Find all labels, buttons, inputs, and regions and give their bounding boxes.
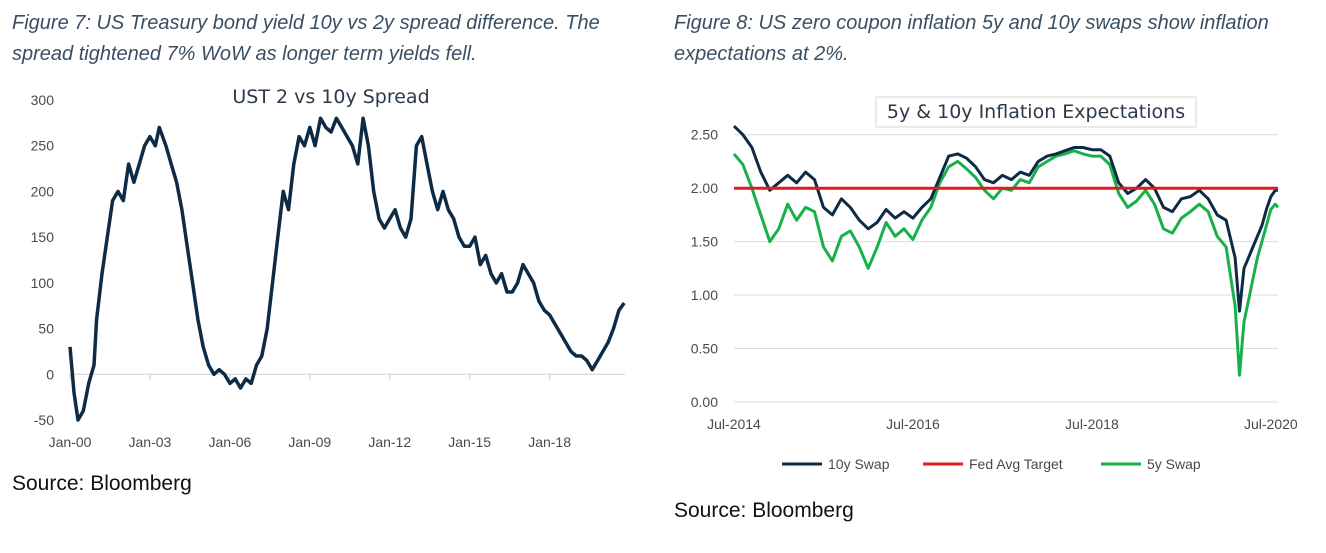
chart2-ytick-3: 1.50 [691,234,718,250]
chart1-xtick-1: Jan-03 [129,434,172,450]
chart1-series-line [68,116,626,422]
chart1-xtick-6: Jan-18 [528,434,571,450]
legend-label-2: 5y Swap [1147,456,1201,472]
chart2-ytick-2: 1.00 [691,287,718,303]
chart1-xtick-3: Jan-09 [288,434,331,450]
chart1-xtick-0: Jan-00 [49,434,92,450]
chart2-xtick-0: Jul-2014 [707,416,761,432]
chart2-ytick-0: 0.00 [691,394,718,410]
chart1-ytick-1: 0 [46,366,54,382]
chart1-ytick-5: 200 [31,183,55,199]
chart2-series-5y-swap [732,149,1280,377]
chart2-xtick-1: Jul-2016 [886,416,940,432]
chart2-series-10y-swap [732,125,1278,313]
chart2-xtick-2: Jul-2018 [1065,416,1119,432]
chart2-title: 5y & 10y Inflation Expectations [887,101,1185,123]
chart1-ytick-7: 300 [31,92,55,108]
figure-7-source: Source: Bloomberg [12,472,192,495]
chart2-title-box [875,96,1197,128]
chart1-ytick-4: 150 [31,229,55,245]
chart2-ytick-5: 2.50 [691,127,718,143]
chart1-ytick-0: -50 [34,412,54,428]
chart1-ytick-3: 100 [31,275,55,291]
chart2-ytick-4: 2.00 [691,180,718,196]
chart1-xtick-2: Jan-06 [208,434,251,450]
legend-label-1: Fed Avg Target [969,456,1063,472]
figure-8-source: Source: Bloomberg [674,499,854,522]
chart1-ytick-6: 250 [31,138,55,154]
legend-label-0: 10y Swap [828,456,890,472]
figure-7-caption: Figure 7: US Treasury bond yield 10y vs … [12,12,600,65]
chart1-title: UST 2 vs 10y Spread [232,86,429,108]
figure-8-caption: Figure 8: US zero coupon inflation 5y an… [674,12,1269,65]
chart1-ytick-2: 50 [38,321,54,337]
chart2-ytick-1: 0.50 [691,341,718,357]
chart1-xtick-5: Jan-15 [448,434,491,450]
chart1-xtick-4: Jan-12 [368,434,411,450]
chart2-xtick-3: Jul-2020 [1244,416,1298,432]
